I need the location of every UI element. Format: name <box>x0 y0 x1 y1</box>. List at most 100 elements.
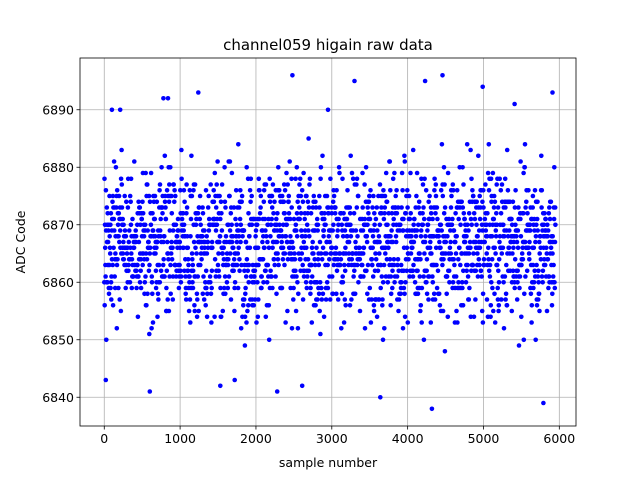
data-point <box>236 245 241 251</box>
data-point <box>535 199 540 205</box>
data-point <box>192 308 198 314</box>
data-point <box>512 285 517 291</box>
data-point <box>301 239 307 245</box>
outlier-point <box>512 101 517 107</box>
data-point <box>129 251 134 256</box>
data-point <box>290 245 296 251</box>
data-point <box>523 205 528 210</box>
data-point <box>234 222 239 228</box>
data-point <box>147 331 152 337</box>
data-point <box>493 251 498 256</box>
data-point <box>442 205 448 210</box>
data-point <box>533 234 539 239</box>
data-point <box>492 199 498 205</box>
data-point <box>494 211 499 216</box>
data-point <box>378 262 384 268</box>
data-point <box>145 291 150 297</box>
data-point <box>516 205 521 210</box>
data-point <box>179 147 184 153</box>
data-point <box>215 262 221 268</box>
data-point <box>377 222 383 228</box>
data-point <box>466 211 472 216</box>
data-point <box>471 193 476 199</box>
data-point <box>112 274 117 279</box>
data-point <box>390 176 396 182</box>
y-tick-label: 6870 <box>42 217 74 232</box>
data-point <box>460 303 466 308</box>
data-point <box>304 245 309 251</box>
data-point <box>340 234 346 239</box>
data-points <box>102 73 558 412</box>
data-point <box>331 262 337 268</box>
data-point <box>320 153 325 159</box>
data-point <box>496 303 502 308</box>
data-point <box>496 308 501 314</box>
data-point <box>372 222 377 228</box>
data-point <box>539 274 545 279</box>
data-point <box>215 159 220 164</box>
data-point <box>546 285 551 291</box>
data-point <box>294 165 300 170</box>
data-point <box>125 205 131 210</box>
data-point <box>268 234 273 239</box>
data-point <box>109 274 114 279</box>
data-point <box>495 297 501 302</box>
data-point <box>343 303 349 308</box>
data-point <box>401 285 407 291</box>
data-point <box>192 303 197 308</box>
data-point <box>158 234 163 239</box>
data-point <box>446 268 452 274</box>
data-point <box>501 222 506 228</box>
data-point <box>190 280 195 285</box>
outlier-point <box>117 107 123 113</box>
data-point <box>114 205 119 210</box>
data-point <box>486 142 492 147</box>
x-tick-label: 4000 <box>392 431 424 446</box>
data-point <box>292 251 297 256</box>
data-point <box>530 262 536 268</box>
data-point <box>261 199 267 205</box>
data-point <box>282 251 288 256</box>
data-point <box>539 188 545 193</box>
data-point <box>171 182 176 187</box>
data-point <box>345 188 350 193</box>
data-point <box>307 234 312 239</box>
data-point <box>255 245 261 251</box>
data-point <box>157 280 163 285</box>
data-point <box>312 257 318 262</box>
data-point <box>527 228 533 233</box>
data-point <box>119 147 124 153</box>
data-point <box>116 211 122 216</box>
data-point <box>360 262 365 268</box>
data-point <box>408 170 413 176</box>
data-point <box>162 234 167 239</box>
data-point <box>259 285 264 291</box>
data-point <box>494 222 500 228</box>
data-point <box>385 280 391 285</box>
data-point <box>539 205 544 210</box>
data-point <box>124 251 130 256</box>
data-point <box>172 199 177 205</box>
data-point <box>315 228 321 233</box>
data-point <box>284 170 289 176</box>
data-point <box>468 147 473 153</box>
data-point <box>548 245 554 251</box>
data-point <box>453 211 458 216</box>
data-point <box>412 280 418 285</box>
data-point <box>168 165 173 170</box>
data-point <box>183 274 188 279</box>
data-point <box>282 188 288 193</box>
data-point <box>266 216 271 222</box>
data-point <box>268 222 274 228</box>
data-point <box>386 245 391 251</box>
data-point <box>536 291 542 297</box>
data-point <box>407 274 412 279</box>
data-point <box>111 216 117 222</box>
data-point <box>552 280 557 285</box>
data-point <box>279 239 285 245</box>
data-point <box>403 280 408 285</box>
data-point <box>114 326 120 331</box>
data-point <box>407 216 413 222</box>
data-point <box>235 285 241 291</box>
data-point <box>533 337 538 343</box>
